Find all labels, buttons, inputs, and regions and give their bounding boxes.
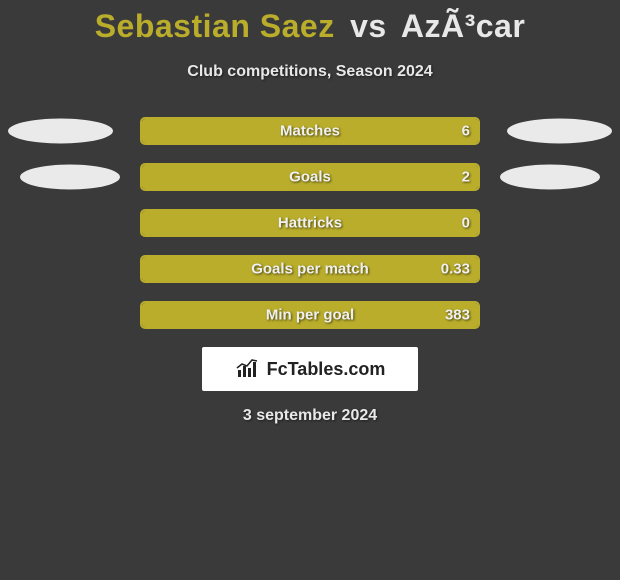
- stat-value: 0.33: [441, 261, 470, 278]
- stat-bar: Goals 2: [140, 163, 480, 191]
- player1-name: Sebastian Saez: [95, 8, 335, 44]
- stat-value: 0: [462, 215, 470, 232]
- stats-rows: Matches 6 Goals 2 Hattricks 0 Goals per match 0…: [0, 117, 620, 329]
- stat-row: Matches 6: [0, 117, 620, 145]
- stat-label: Matches: [280, 123, 340, 140]
- stat-label: Goals: [289, 169, 331, 186]
- stat-bar: Matches 6: [140, 117, 480, 145]
- stat-label: Goals per match: [251, 261, 369, 278]
- player1-indicator: [20, 165, 120, 190]
- subtitle: Club competitions, Season 2024: [0, 63, 620, 81]
- stat-row: Hattricks 0: [0, 209, 620, 237]
- stat-value: 2: [462, 169, 470, 186]
- date-label: 3 september 2024: [0, 407, 620, 425]
- stat-bar: Min per goal 383: [140, 301, 480, 329]
- stat-bar: Hattricks 0: [140, 209, 480, 237]
- stat-bar: Goals per match 0.33: [140, 255, 480, 283]
- player2-indicator: [507, 119, 612, 144]
- player2-indicator: [500, 165, 600, 190]
- player1-indicator: [8, 119, 113, 144]
- stat-row: Min per goal 383: [0, 301, 620, 329]
- player2-name: AzÃ³car: [401, 8, 525, 44]
- stat-row: Goals per match 0.33: [0, 255, 620, 283]
- stat-row: Goals 2: [0, 163, 620, 191]
- brand-text: FcTables.com: [267, 359, 386, 380]
- brand-badge: FcTables.com: [202, 347, 418, 391]
- stat-value: 6: [462, 123, 470, 140]
- stat-value: 383: [445, 307, 470, 324]
- stat-label: Min per goal: [266, 307, 354, 324]
- vs-separator: vs: [350, 8, 387, 44]
- stat-label: Hattricks: [278, 215, 342, 232]
- comparison-title: Sebastian Saez vs AzÃ³car: [0, 0, 620, 45]
- brand-chart-icon: [235, 358, 261, 380]
